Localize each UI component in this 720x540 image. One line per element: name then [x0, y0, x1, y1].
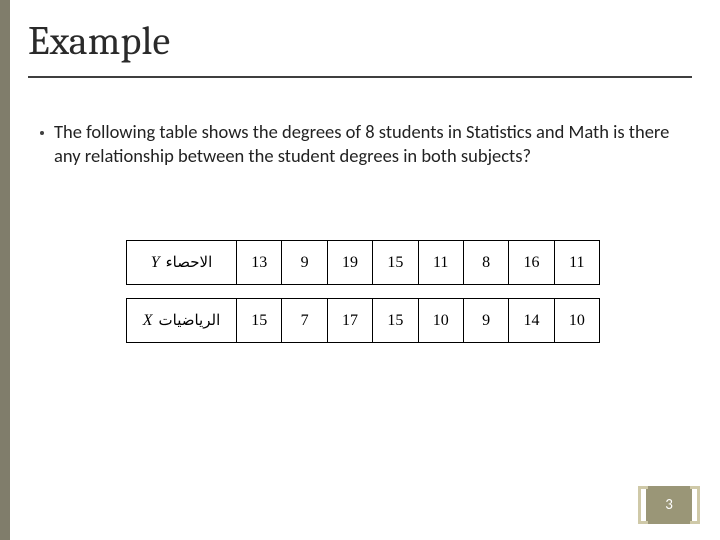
cell: 7	[282, 299, 327, 343]
slide-title: Example	[28, 18, 170, 64]
table-row: X الرياضيات 15 7 17 15 10 9 14 10	[127, 299, 600, 343]
cell: 16	[509, 241, 554, 285]
label-ar-y: الاحصاء	[166, 255, 213, 271]
cell: 9	[282, 241, 327, 285]
table-row: Y الاحصاء 13 9 19 15 11 8 16 11	[127, 241, 600, 285]
row-label-y: Y الاحصاء	[127, 241, 237, 285]
title-area: Example	[28, 18, 170, 64]
cell: 14	[509, 299, 554, 343]
cell: 13	[237, 241, 282, 285]
cell: 19	[327, 241, 372, 285]
left-accent-bar	[0, 0, 10, 540]
cell: 15	[373, 241, 418, 285]
label-ar-x: الرياضيات	[159, 313, 221, 329]
slide: Example The following table shows the de…	[0, 0, 720, 540]
bracket-right-icon	[690, 486, 700, 524]
cell: 10	[418, 299, 463, 343]
variable-y: Y	[151, 254, 160, 271]
page-number-badge: 3	[640, 486, 698, 524]
cell: 15	[237, 299, 282, 343]
bracket-left-icon	[638, 486, 648, 524]
bullet-icon	[40, 131, 44, 135]
title-underline	[28, 76, 692, 78]
page-number: 3	[665, 496, 673, 514]
cell: 17	[327, 299, 372, 343]
cell: 15	[373, 299, 418, 343]
cell: 11	[554, 241, 599, 285]
cell: 11	[418, 241, 463, 285]
body-text: The following table shows the degrees of…	[54, 120, 680, 167]
cell: 8	[463, 241, 508, 285]
bullet-item: The following table shows the degrees of…	[40, 120, 680, 167]
body-area: The following table shows the degrees of…	[40, 120, 680, 167]
variable-x: X	[143, 312, 153, 329]
row-label-x: X الرياضيات	[127, 299, 237, 343]
data-table-wrap: Y الاحصاء 13 9 19 15 11 8 16 11 X الرياضيا…	[118, 230, 608, 355]
data-table: Y الاحصاء 13 9 19 15 11 8 16 11 X الرياضيا…	[126, 240, 600, 343]
cell: 10	[554, 299, 599, 343]
table-spacer	[127, 285, 600, 299]
cell: 9	[463, 299, 508, 343]
